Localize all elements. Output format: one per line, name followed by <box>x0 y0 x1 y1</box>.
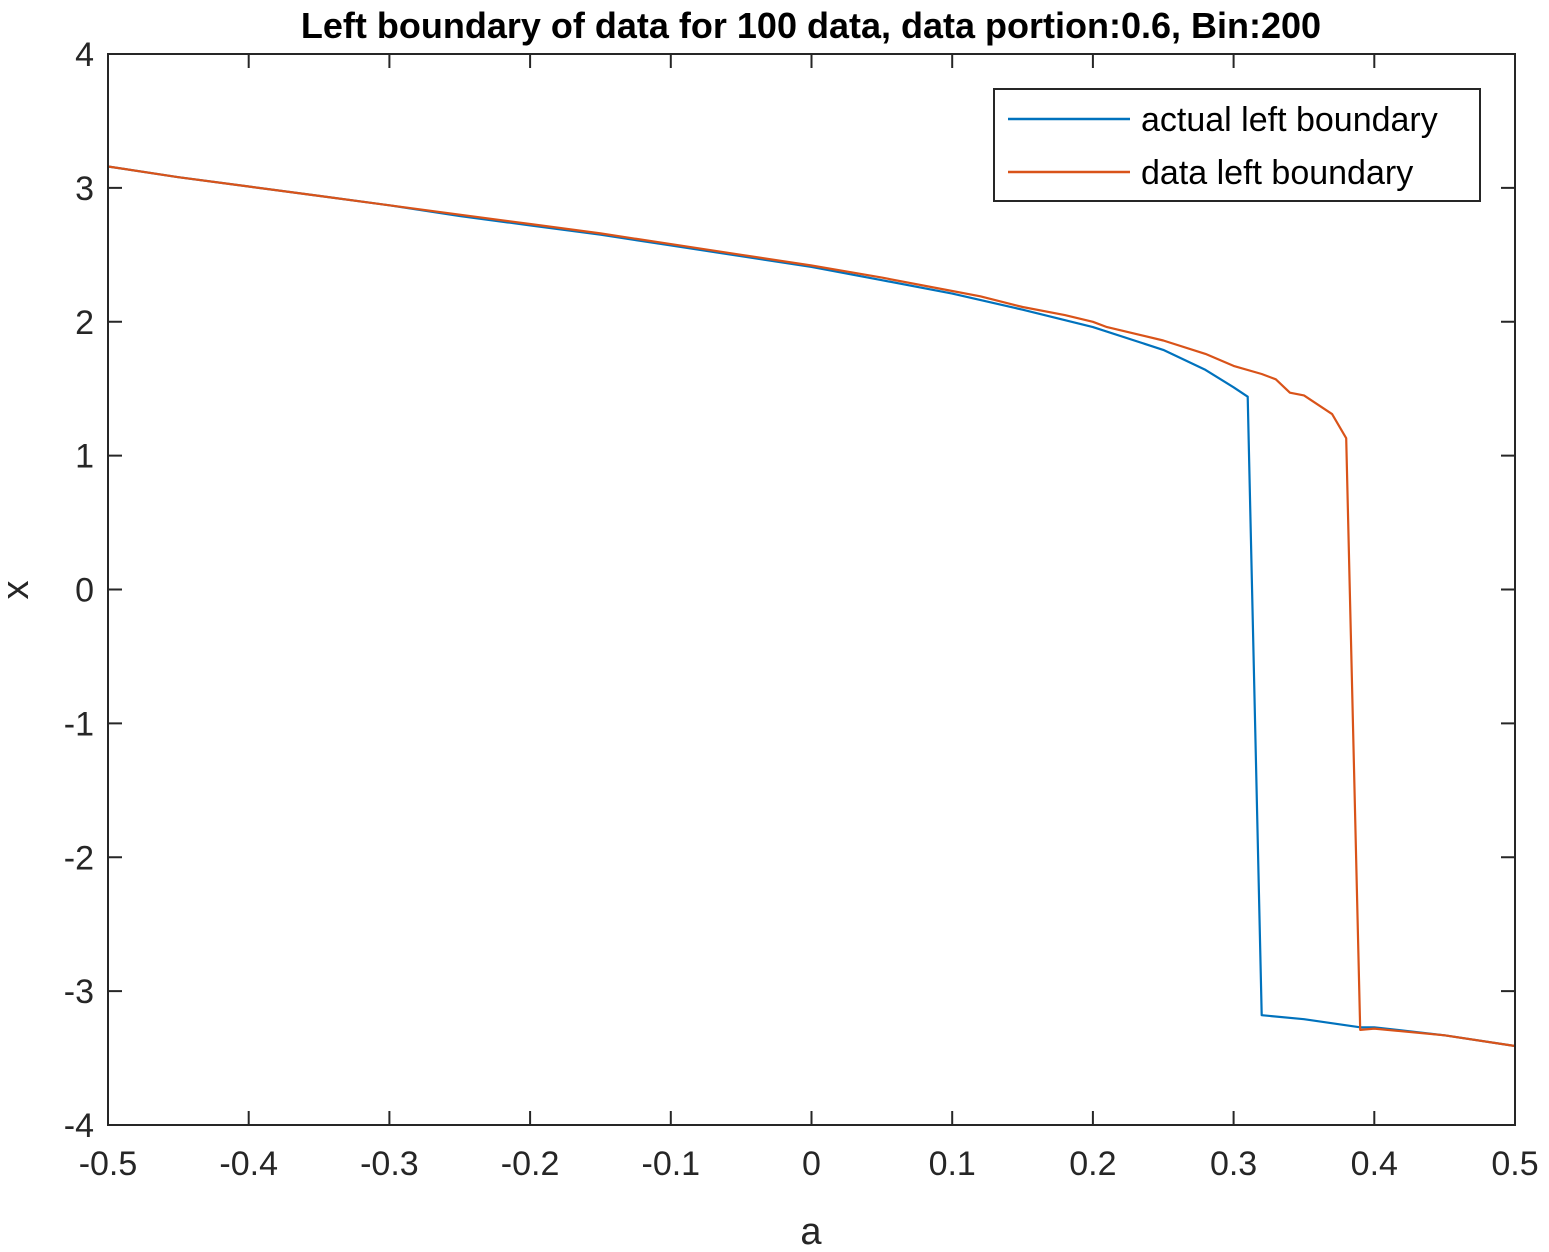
x-tick-label: -0.4 <box>219 1145 278 1183</box>
x-tick-labels: -0.5 -0.4 -0.3 -0.2 -0.1 0 0.1 0.2 0.3 0.4 0.5 <box>79 1145 1539 1183</box>
plot-area <box>108 54 1515 1125</box>
x-tick-label: -0.2 <box>501 1145 560 1183</box>
x-tick-label: -0.5 <box>79 1145 138 1183</box>
x-tick-label: 0.2 <box>1069 1145 1116 1183</box>
legend-label-data: data left boundary <box>1141 154 1413 192</box>
x-tick-label: 0.4 <box>1351 1145 1398 1183</box>
legend-box <box>993 88 1481 202</box>
y-tick-label: 4 <box>75 36 94 74</box>
x-tick-label: -0.3 <box>360 1145 419 1183</box>
y-axis-label: x <box>0 581 37 600</box>
series-line-1 <box>107 165 1516 1048</box>
y-tick-labels: -4 -3 -2 -1 0 1 2 3 4 <box>64 36 94 1145</box>
y-tick-label: 2 <box>75 304 94 342</box>
x-tick-label: -0.1 <box>642 1145 701 1183</box>
legend: actual left boundary data left boundary <box>993 88 1481 202</box>
y-tick-label: -4 <box>64 1107 94 1145</box>
series-layer <box>107 165 1516 1048</box>
ticks-layer <box>107 53 1516 1126</box>
y-tick-label: 1 <box>75 438 94 476</box>
x-tick-label: 0.5 <box>1491 1145 1538 1183</box>
x-tick-label: 0.3 <box>1210 1145 1257 1183</box>
legend-label-actual: actual left boundary <box>1141 101 1438 139</box>
x-axis-label: a <box>800 1211 822 1252</box>
y-tick-label: 3 <box>75 170 94 208</box>
x-tick-label: 0.1 <box>929 1145 976 1183</box>
y-tick-label: -1 <box>64 705 94 743</box>
y-tick-label: -3 <box>64 973 94 1011</box>
y-tick-label: -2 <box>64 839 94 877</box>
y-tick-label: 0 <box>75 572 94 610</box>
x-tick-label: 0 <box>802 1145 821 1183</box>
chart-title: Left boundary of data for 100 data, data… <box>301 5 1321 46</box>
